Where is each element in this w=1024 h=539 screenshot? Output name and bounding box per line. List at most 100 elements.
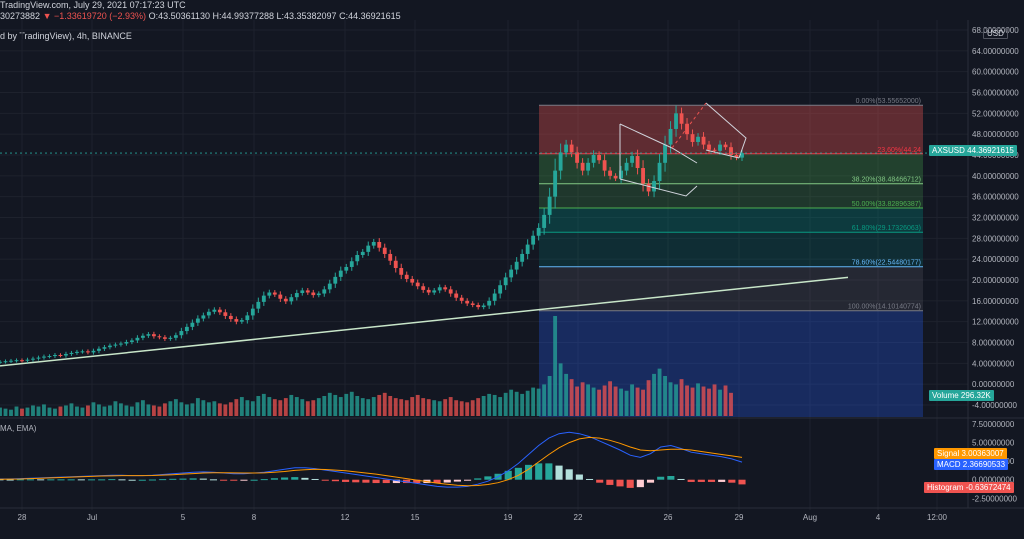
volume-tag: Volume 296.32K (929, 390, 994, 401)
macd-histogram-bar (128, 479, 136, 481)
volume-bar (267, 397, 272, 416)
volume-bar (602, 385, 607, 416)
candle-body (212, 309, 217, 312)
time-axis-label: 12 (341, 513, 350, 522)
macd-histogram-bar (667, 476, 675, 480)
volume-bar (641, 389, 645, 416)
fib-level-label: 61.80%(29.17326063) (852, 225, 921, 232)
macd-histogram-bar (707, 479, 716, 482)
macd-histogram-bar (169, 478, 177, 480)
candle-body (316, 293, 321, 296)
volume-bar (14, 406, 19, 416)
macd-histogram-bar (433, 479, 441, 484)
macd-histogram-bar (362, 479, 370, 483)
fib-level-label: 100.00%(14.10140774) (848, 304, 921, 311)
price-axis-label: 0.00000000 (972, 380, 1015, 389)
volume-bar (421, 398, 426, 416)
candle-body (53, 355, 57, 357)
candle-body (707, 144, 711, 150)
volume-bar (399, 399, 404, 416)
candle-body (542, 214, 547, 228)
candle-body (272, 292, 277, 295)
candle-body (597, 155, 602, 161)
volume-bar (184, 404, 189, 416)
volume-bar (316, 398, 321, 416)
candle-body (118, 343, 123, 345)
candle-body (135, 337, 140, 341)
volume-bar (0, 407, 2, 416)
price-axis-label: 32.00000000 (972, 214, 1019, 223)
macd-histogram-bar (453, 479, 461, 482)
volume-bar (509, 389, 514, 416)
fib-zone (539, 183, 923, 208)
volume-bars (0, 316, 733, 416)
macd-histogram-bar (606, 479, 614, 485)
macd-histogram-bar (545, 463, 553, 480)
candle-body (437, 287, 442, 291)
candle-body (366, 245, 371, 252)
price-axis-label: 56.00000000 (972, 89, 1019, 98)
time-axis-label: 22 (574, 513, 583, 522)
candle-body (432, 290, 437, 293)
histogram-tag: Histogram -0.63672474 (924, 482, 1014, 493)
price-axis-label: 52.00000000 (972, 109, 1019, 118)
candle-body (261, 295, 266, 302)
candle-body (58, 355, 63, 356)
price-axis-label: 48.00000000 (972, 130, 1019, 139)
candle-body (641, 168, 645, 184)
macd-histogram-bar (514, 467, 522, 480)
macd-histogram-bar (565, 469, 573, 480)
chart-patterns (619, 102, 747, 197)
macd-histogram-bar (372, 479, 380, 484)
volume-bar (377, 394, 382, 416)
macd-histogram-bar (16, 479, 24, 481)
price-axis-label: 4.00000000 (972, 359, 1015, 368)
candle-body (476, 305, 481, 308)
macd-histogram-bar (209, 479, 218, 481)
candle-body (646, 183, 651, 192)
volume-bar (448, 397, 453, 416)
volume-bar (619, 388, 624, 416)
volume-bar (454, 400, 459, 416)
macd-axis-label: 7.50000000 (972, 420, 1015, 429)
header-change: ▼ −1.33619720 (−2.93%) (42, 11, 147, 21)
macd-histogram-bar (311, 478, 319, 480)
macd-histogram-bar (57, 479, 65, 481)
pennant-upper-line (705, 102, 747, 159)
macd-histogram-bar (392, 479, 400, 484)
volume-bar (20, 408, 24, 416)
price-axis-label: 36.00000000 (972, 193, 1019, 202)
macd-histogram-bar (382, 479, 390, 484)
volume-bar (531, 387, 536, 416)
pennant-lower-line (705, 149, 740, 159)
candle-body (80, 351, 85, 353)
fib-zone (539, 207, 923, 233)
volume-bar (349, 391, 354, 416)
time-axis-label: Jul (87, 513, 97, 522)
candle-body (674, 113, 678, 129)
price-tag: AXSUSD 44.36921615 (929, 145, 1017, 156)
candle-body (234, 319, 239, 322)
volume-bar (173, 399, 178, 416)
candle-body (602, 160, 607, 171)
volume-bar (294, 397, 299, 416)
macd-histogram-bar (179, 478, 187, 480)
volume-bar (470, 400, 475, 416)
macd-histogram-bar (260, 479, 268, 481)
candle-body (564, 144, 569, 153)
candle-body (108, 345, 112, 348)
macd-histogram-bar (636, 479, 644, 488)
candle-body (404, 274, 409, 279)
candle-body (64, 353, 68, 356)
volume-bar (520, 393, 525, 416)
candle-body (718, 144, 722, 151)
volume-bar (9, 409, 13, 416)
candle-body (481, 305, 486, 308)
candle-body (624, 162, 629, 171)
volume-bar (305, 401, 310, 416)
time-axis-label: 19 (504, 513, 513, 522)
fib-level-label: 0.00%(53.55652000) (856, 98, 921, 105)
candle-body (701, 136, 706, 145)
candle-body (75, 351, 79, 353)
